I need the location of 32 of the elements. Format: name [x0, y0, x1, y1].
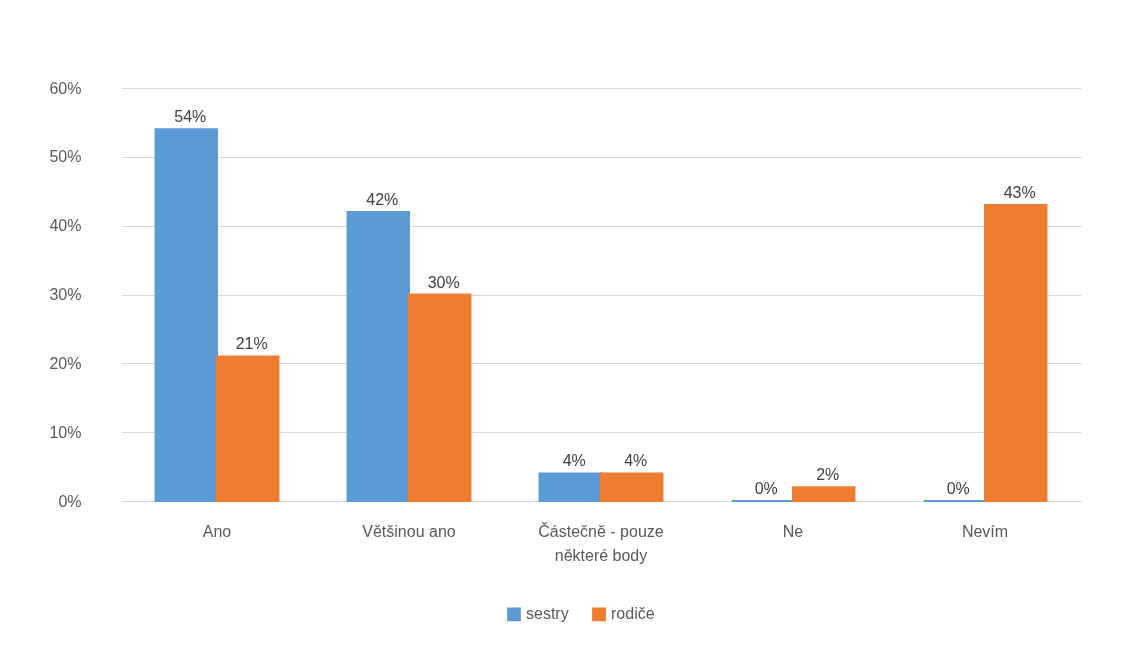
bar	[538, 472, 602, 502]
data-label: 30%	[427, 273, 460, 291]
data-label: 4%	[624, 452, 648, 470]
x-tick-label: Ne	[782, 522, 804, 540]
bar	[408, 293, 472, 502]
bar	[154, 128, 218, 502]
y-tick-label: 30%	[49, 286, 82, 303]
data-label: 0%	[946, 480, 970, 497]
bar	[984, 204, 1048, 502]
legend-label: sestry	[526, 605, 569, 623]
bar	[346, 210, 410, 502]
x-tick-label: Částečně - pouze některé body	[538, 521, 664, 564]
y-tick-label: 40%	[49, 217, 82, 235]
y-tick-label: 60%	[49, 79, 82, 97]
data-label: 21%	[235, 335, 268, 353]
y-tick-label: 10%	[49, 423, 82, 441]
bar	[600, 472, 664, 502]
legend-label: rodiče	[611, 605, 655, 623]
data-label: 2%	[816, 466, 840, 484]
y-tick-label: 20%	[49, 354, 82, 372]
data-label: 4%	[562, 452, 586, 470]
x-tick-label: Ano	[202, 522, 232, 540]
data-label: 0%	[754, 480, 778, 497]
bar	[792, 486, 856, 502]
x-tick-label: Většinou ano	[362, 522, 456, 540]
data-label: 54%	[174, 108, 207, 126]
x-tick-label: Nevím	[961, 522, 1009, 540]
bar	[216, 355, 280, 502]
y-tick-label: 50%	[49, 148, 82, 166]
data-label: 42%	[366, 190, 399, 208]
y-tick-label: 0%	[58, 492, 82, 510]
data-label: 43%	[1003, 184, 1036, 202]
